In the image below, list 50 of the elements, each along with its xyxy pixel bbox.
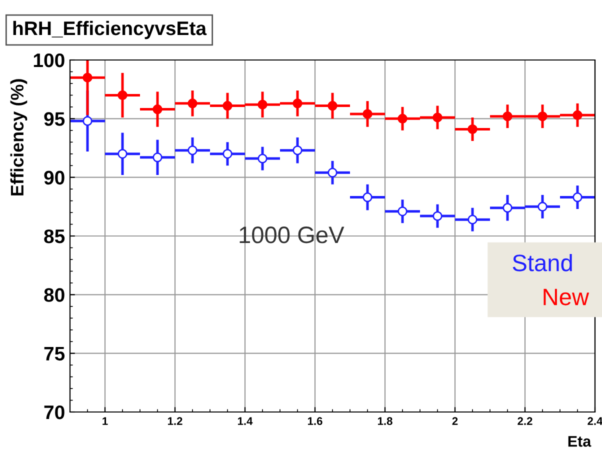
point [572, 192, 582, 202]
y-tick-label: 70 [44, 405, 64, 420]
point [328, 100, 338, 111]
point [152, 104, 162, 114]
y-tick-label: 95 [44, 112, 65, 126]
point [362, 192, 372, 202]
x-tick-label: 2.2 [518, 417, 532, 425]
point [432, 112, 442, 122]
chart-title: hRH_EfficiencyvsEta [13, 20, 207, 40]
point [82, 72, 92, 82]
point [188, 98, 198, 108]
y-axis-title: Efficiency (%) [10, 79, 28, 196]
text: New [544, 288, 590, 306]
y-tick-label: 85 [44, 229, 65, 244]
series-label: Stand [512, 254, 572, 272]
point [292, 98, 302, 108]
point [82, 116, 92, 126]
point [432, 211, 442, 221]
point [258, 100, 268, 110]
y-tick-label: 100 [34, 53, 64, 68]
x-tick-label: 1.6 [308, 417, 322, 426]
x-tick-label: 1.8 [378, 417, 392, 426]
point [468, 214, 478, 224]
point [258, 154, 268, 164]
point [222, 149, 232, 159]
point [538, 111, 548, 122]
x-axis-title: Eta [568, 436, 592, 447]
point [188, 145, 198, 156]
point [328, 168, 338, 178]
y-tick-label: 75 [44, 347, 65, 361]
x-tick-label: 1.2 [168, 417, 182, 425]
point [362, 109, 372, 119]
point [118, 149, 128, 159]
point [572, 110, 582, 120]
annotation: 1000 GeV [240, 226, 344, 244]
point [292, 145, 302, 156]
y-tick-label: 90 [44, 170, 64, 185]
x-tick-label: 2 [452, 417, 458, 425]
point [398, 206, 408, 216]
y-tick-label: 80 [44, 288, 64, 302]
point [398, 114, 408, 124]
point [468, 124, 478, 134]
x-tick-label: 1 [102, 417, 108, 425]
point [502, 111, 512, 122]
point [152, 152, 162, 162]
x-tick-label: 1.4 [238, 417, 253, 425]
point [118, 90, 128, 100]
point [222, 100, 232, 111]
point [502, 202, 512, 213]
point [538, 202, 548, 212]
